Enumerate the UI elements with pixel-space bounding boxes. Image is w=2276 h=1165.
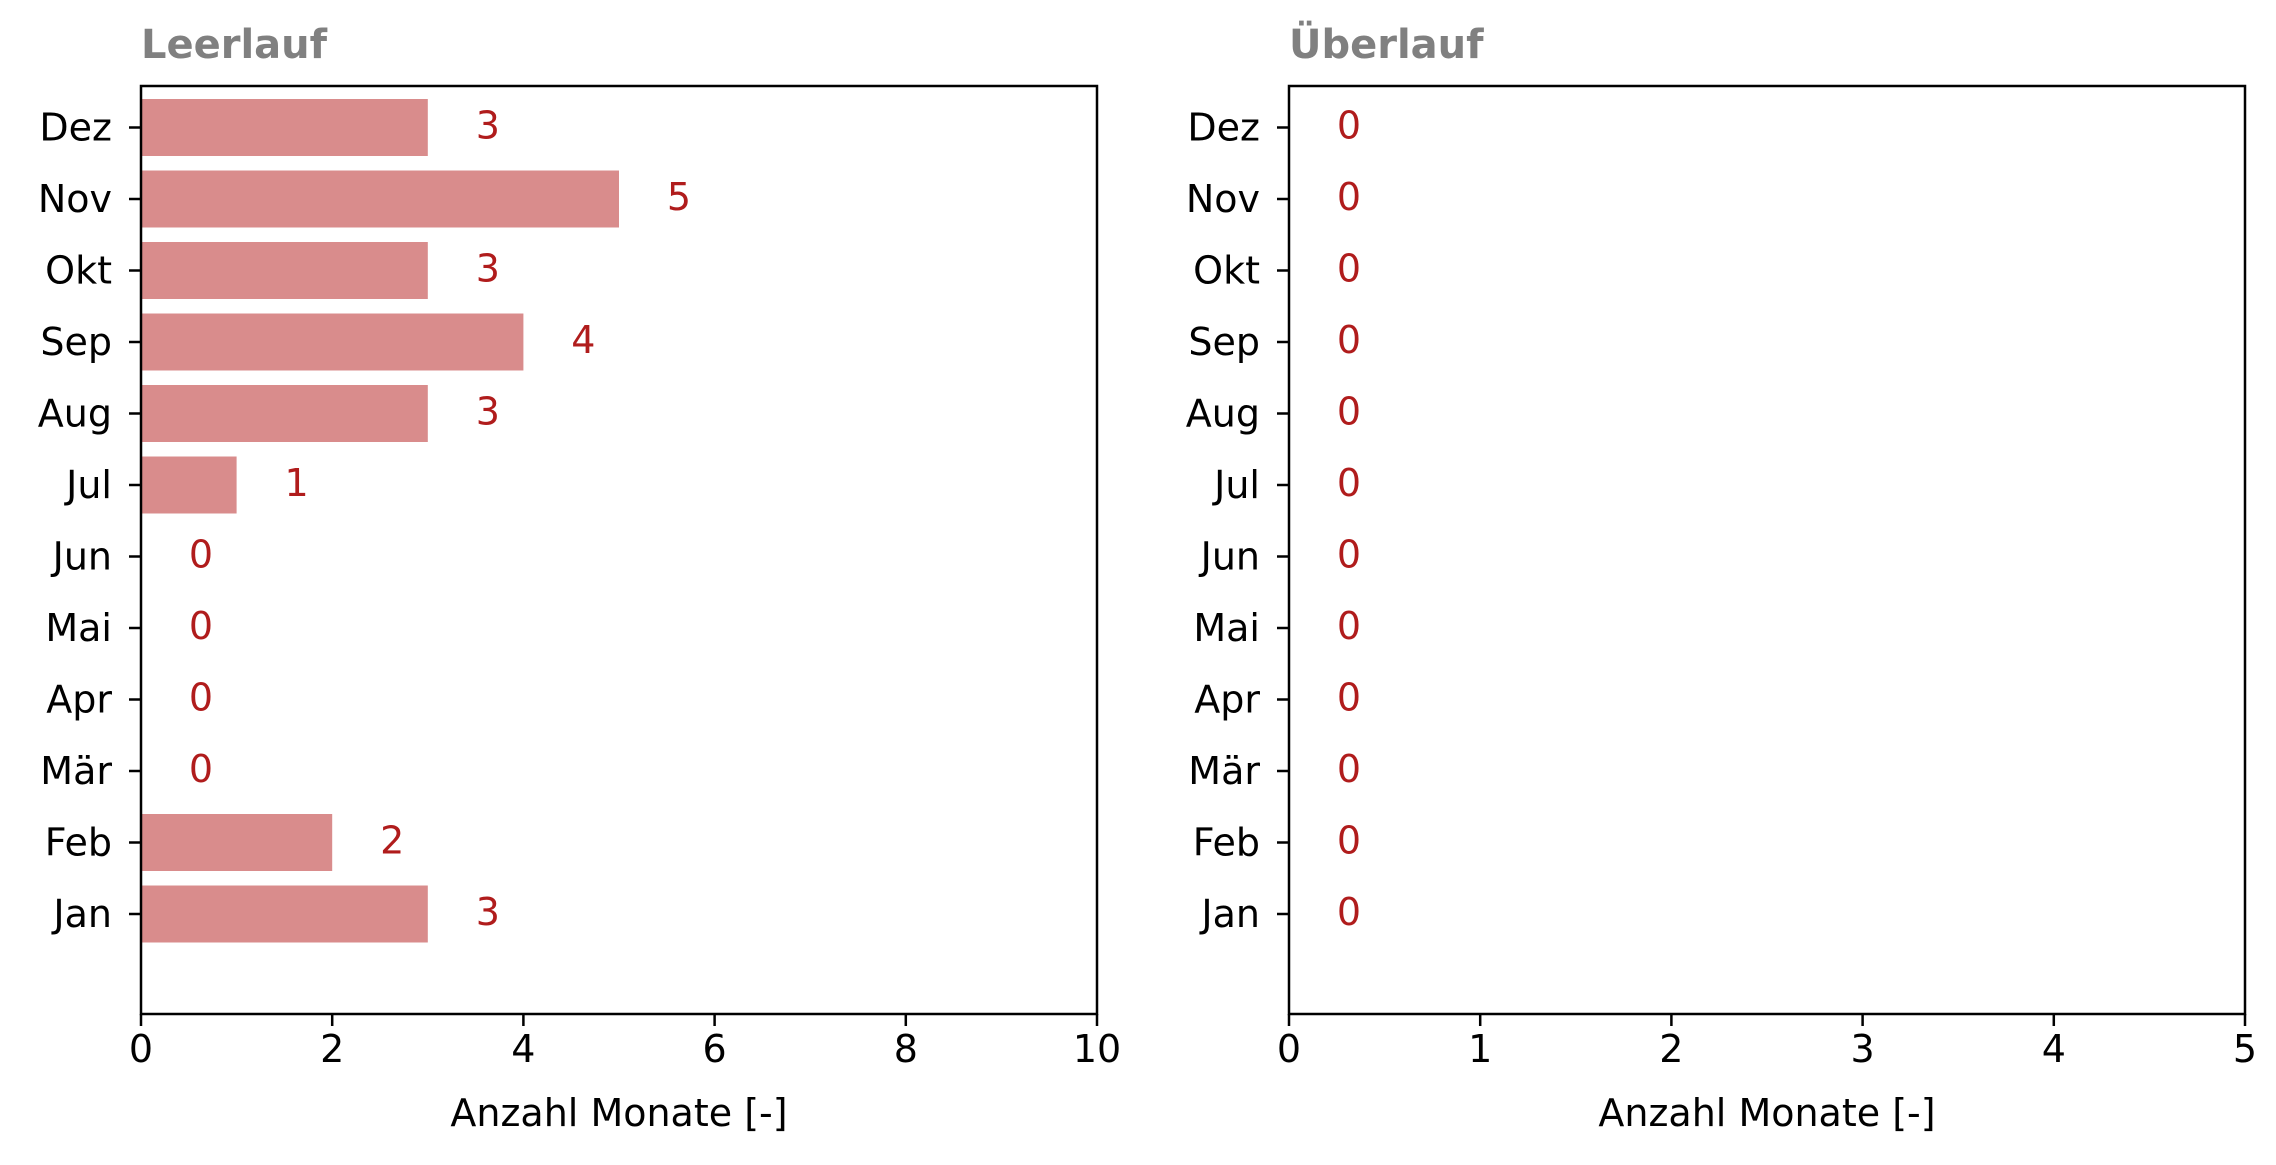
x-tick-label: 2 bbox=[1659, 1027, 1683, 1071]
x-tick-label: 3 bbox=[1851, 1027, 1875, 1071]
bar-Nov bbox=[141, 170, 619, 228]
y-tick-label: Nov bbox=[38, 177, 112, 221]
y-tick-label: Nov bbox=[1186, 177, 1260, 221]
bar-Jul bbox=[141, 456, 237, 514]
y-tick-label: Aug bbox=[1186, 392, 1260, 436]
x-tick-label: 4 bbox=[511, 1027, 535, 1071]
value-label: 1 bbox=[285, 461, 309, 505]
value-label: 3 bbox=[476, 890, 500, 934]
value-label: 0 bbox=[1337, 104, 1361, 148]
value-label: 4 bbox=[571, 318, 595, 362]
y-tick-label: Aug bbox=[38, 392, 112, 436]
y-tick-label: Jan bbox=[1199, 892, 1260, 936]
value-label: 0 bbox=[1337, 390, 1361, 434]
x-tick-label: 6 bbox=[703, 1027, 727, 1071]
value-label: 3 bbox=[476, 247, 500, 291]
value-label: 0 bbox=[1337, 747, 1361, 791]
y-tick-label: Mär bbox=[1188, 749, 1260, 793]
x-tick-label: 10 bbox=[1073, 1027, 1121, 1071]
x-tick-label: 8 bbox=[894, 1027, 918, 1071]
value-label: 0 bbox=[1337, 676, 1361, 720]
chart-title: Überlauf bbox=[1289, 20, 1484, 68]
value-label: 3 bbox=[476, 104, 500, 148]
y-tick-label: Jul bbox=[1212, 463, 1260, 507]
chart-panel-ueberlauf: Jan Feb Mär Apr Mai Jun Jul Aug Sep Okt Nov Dez 0 1 2 3… bbox=[1186, 20, 2257, 1135]
y-tick-label: Jul bbox=[64, 463, 112, 507]
value-label: 0 bbox=[1337, 247, 1361, 291]
y-tick-label: Mai bbox=[45, 606, 112, 650]
plot-frame bbox=[139, 84, 1099, 1016]
plot-frame bbox=[1287, 84, 2247, 1016]
x-tick-label: 1 bbox=[1468, 1027, 1492, 1071]
value-label: 2 bbox=[380, 819, 404, 863]
bar-Dez bbox=[141, 99, 428, 156]
y-tick-label: Mai bbox=[1193, 606, 1260, 650]
bar-Feb bbox=[141, 814, 333, 871]
value-label: 0 bbox=[1337, 175, 1361, 219]
value-label: 3 bbox=[476, 390, 500, 434]
value-label: 0 bbox=[189, 533, 213, 577]
y-tick-label: Jun bbox=[1199, 535, 1260, 579]
value-label: 0 bbox=[189, 604, 213, 648]
y-tick-label: Okt bbox=[1193, 249, 1260, 293]
value-label: 0 bbox=[189, 676, 213, 720]
x-tick-label: 5 bbox=[2233, 1027, 2257, 1071]
y-tick-label: Sep bbox=[40, 320, 112, 364]
value-label: 0 bbox=[189, 747, 213, 791]
value-label: 0 bbox=[1337, 604, 1361, 648]
y-tick-label: Sep bbox=[1188, 320, 1260, 364]
value-label: 0 bbox=[1337, 533, 1361, 577]
y-tick-label: Jun bbox=[51, 535, 112, 579]
y-tick-label: Mär bbox=[40, 749, 112, 793]
bar-Jan bbox=[141, 885, 428, 943]
x-tick-label: 2 bbox=[320, 1027, 344, 1071]
bar-Aug bbox=[141, 385, 428, 442]
x-axis-label: Anzahl Monate [-] bbox=[450, 1091, 787, 1135]
chart-title: Leerlauf bbox=[141, 22, 328, 68]
value-label: 0 bbox=[1337, 461, 1361, 505]
y-tick-label: Apr bbox=[1194, 678, 1260, 722]
bar-Sep bbox=[141, 313, 524, 371]
x-tick-label: 4 bbox=[2042, 1027, 2066, 1071]
value-label: 0 bbox=[1337, 318, 1361, 362]
y-tick-label: Feb bbox=[1193, 821, 1260, 865]
chart-panel-leerlauf: Jan Feb Mär Apr Mai Jun Jul Aug Sep Okt Nov Dez 0 2 4 6… bbox=[38, 22, 1121, 1135]
y-tick-label: Dez bbox=[39, 106, 112, 150]
x-tick-label: 0 bbox=[129, 1027, 153, 1071]
value-label: 5 bbox=[667, 175, 691, 219]
x-tick-label: 0 bbox=[1277, 1027, 1301, 1071]
x-axis-label: Anzahl Monate [-] bbox=[1598, 1091, 1935, 1135]
y-tick-label: Dez bbox=[1187, 106, 1260, 150]
y-tick-label: Feb bbox=[45, 821, 112, 865]
y-tick-label: Apr bbox=[46, 678, 112, 722]
value-label: 0 bbox=[1337, 819, 1361, 863]
y-tick-label: Jan bbox=[51, 892, 112, 936]
bar-Okt bbox=[141, 242, 428, 299]
value-label: 0 bbox=[1337, 890, 1361, 934]
y-tick-label: Okt bbox=[45, 249, 112, 293]
